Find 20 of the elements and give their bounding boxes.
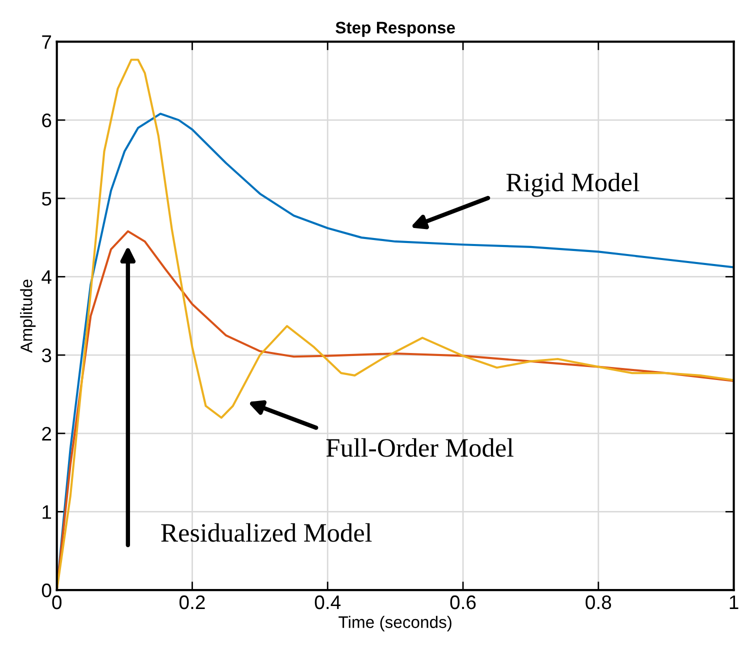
- x-tick-label: 0.8: [586, 595, 612, 610]
- y-tick-label: 5: [42, 192, 52, 206]
- y-tick-label: 1: [42, 505, 52, 519]
- y-axis-title: Amplitude: [20, 280, 36, 353]
- x-tick-label: 0.4: [314, 595, 341, 610]
- y-tick-label: 7: [42, 35, 52, 49]
- x-axis-title: Time (seconds): [338, 616, 452, 632]
- y-tick-label: 0: [42, 584, 52, 598]
- x-tick-label: 0: [52, 595, 62, 610]
- x-tick-label: 0.6: [450, 595, 476, 610]
- y-tick-label: 2: [42, 426, 52, 440]
- y-tick-label: 3: [42, 348, 52, 362]
- chart-title: Step Response: [336, 22, 455, 37]
- y-tick-label: 6: [42, 114, 52, 128]
- x-tick-label: 0.2: [179, 595, 205, 610]
- annotation: Rigid Model: [506, 172, 640, 197]
- annotation: Residualized Model: [161, 523, 372, 542]
- annotation: Full-Order Model: [326, 438, 514, 457]
- x-tick-label: 1: [730, 596, 738, 610]
- y-tick-label: 4: [42, 270, 52, 284]
